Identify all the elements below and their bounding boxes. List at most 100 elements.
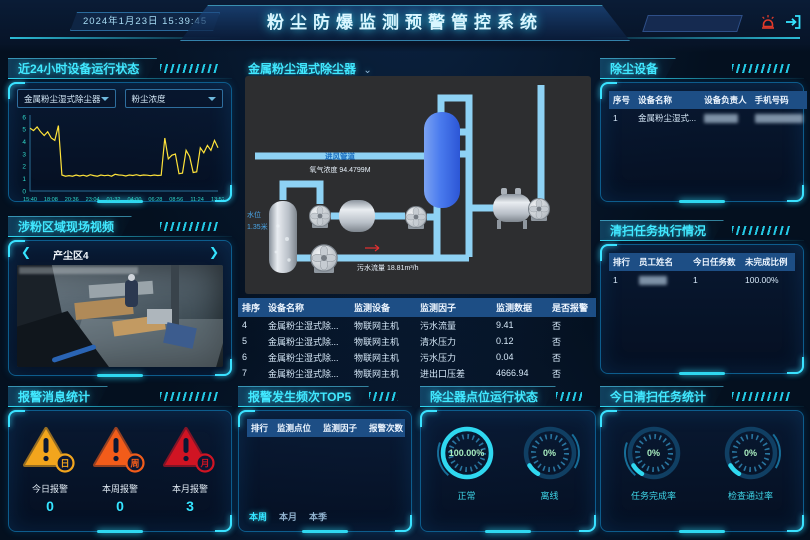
svg-text:5: 5 <box>22 127 26 134</box>
gauge-label: 离线 <box>540 491 559 501</box>
oxygen-concentration-label: 氧气浓度 94.4799M <box>309 165 370 174</box>
table-row: 4 金属粉尘湿式除... 物联网主机 污水流量 9.41 否 <box>242 320 562 331</box>
column-header: 手机号码 <box>750 91 807 109</box>
logout-icon[interactable] <box>784 13 802 31</box>
panel-title: 清扫任务执行情况 <box>600 220 724 241</box>
table-row: 5 金属粉尘湿式除... 物联网主机 清水压力 0.12 否 <box>242 336 562 347</box>
column-header: 监测点位 <box>273 419 319 437</box>
water-level-label: 水位 <box>247 210 261 219</box>
alarm-summary-row: 日 今日报警 0 周 本周报警 0 <box>15 425 225 523</box>
period-tab[interactable]: 本季 <box>309 512 328 522</box>
gauge-value: 0% <box>646 448 660 458</box>
gauge-label: 正常 <box>457 491 476 501</box>
panel-frame: 序号 设备名称 设备负责人 手机号码 1 金属粉尘湿式... <box>600 82 807 203</box>
gauge-ring <box>623 423 684 483</box>
video-shape-worker <box>125 280 138 307</box>
gauge-ring <box>519 423 580 483</box>
panel-frame: 排行 监测点位 监测因子 报警次数 本周 本月 本季 <box>238 410 412 533</box>
bottom-accent-bar <box>679 372 725 375</box>
process-diagram-svg: 进风管道 氧气浓度 94.4799M 水位 1.35米 污水流量 18.81m³… <box>247 85 550 274</box>
monitor-table-wrap: 排序 设备名称 监测设备 监测因子 监测数据 是否报警 4 金属粉尘湿式除... 物联网主机 污水… <box>238 298 596 381</box>
bottom-accent-bar <box>679 530 725 533</box>
panel-header: 报警消息统计 <box>8 386 232 407</box>
panel-title: 除尘设备 <box>600 58 676 79</box>
column-header: 是否报警 <box>548 298 596 317</box>
header-input-box[interactable] <box>642 15 743 32</box>
column-header: 设备名称 <box>634 91 701 109</box>
factor-select-value: 粉尘浓度 <box>131 93 166 104</box>
scrubber-title[interactable]: 金属粉尘湿式除尘器 ⌄ <box>248 60 372 77</box>
warning-triangle-day-icon: 日 <box>23 427 75 473</box>
factor-select[interactable]: 粉尘浓度 <box>124 89 223 108</box>
device-status-panel: 近24小时设备运行状态 金属粉尘湿式除尘器 粉尘浓度 0 1 2 3 <box>8 58 232 206</box>
column-header: 序号 <box>609 91 635 109</box>
gauge-row: 0% 任务完成率 0% 检查通过率 <box>605 421 799 525</box>
flow-direction-arrow <box>365 244 380 252</box>
bottom-accent-bar <box>97 374 143 377</box>
hatch-decoration <box>732 225 790 235</box>
clean-tasks-panel: 清扫任务执行情况 排行 员工姓名 今日任务数 未完成比例 1 1 100.00% <box>600 220 804 378</box>
hatch-decoration <box>160 391 218 401</box>
video-osd-overlay <box>19 267 139 274</box>
dust-devices-table: 序号 设备名称 设备负责人 手机号码 1 金属粉尘湿式... <box>609 91 807 126</box>
video-shape-pillar <box>171 265 179 333</box>
bottom-accent-bar <box>97 530 143 533</box>
column-header: 监测设备 <box>350 298 416 317</box>
alarm-item-month: 月 本月报警 3 <box>158 425 222 523</box>
gauge-value: 0% <box>743 448 757 458</box>
gauge-value: 100.00% <box>448 448 485 458</box>
column-header: 监测因子 <box>416 298 492 317</box>
gauge-row: 100.00% 正常 0% 离线 <box>425 421 591 525</box>
column-header: 员工姓名 <box>635 253 689 271</box>
redacted-text <box>704 113 739 123</box>
panel-header: 今日清扫任务统计 <box>600 386 804 407</box>
alarm-siren-icon[interactable] <box>759 13 777 31</box>
alarm-label: 本月报警 <box>171 484 208 494</box>
panel-frame: 0% 任务完成率 0% 检查通过率 <box>600 410 804 533</box>
scrubber-title-text: 金属粉尘湿式除尘器 <box>248 62 357 76</box>
title-underline <box>600 406 804 407</box>
alarm-item-week: 周 本周报警 0 <box>88 425 152 523</box>
water-tank <box>269 201 297 273</box>
title-underline <box>238 406 412 407</box>
water-level-value: 1.35米 <box>247 222 268 231</box>
table-header-row: 序号 设备名称 设备负责人 手机号码 <box>609 91 807 109</box>
carousel-prev-icon[interactable]: ❮ <box>21 245 32 259</box>
collector-status-panel: 除尘器点位运行状态 100.00% 正常 <box>420 386 596 536</box>
panel-header: 清扫任务执行情况 <box>600 220 804 241</box>
alarm-count: 0 <box>116 498 124 514</box>
period-tab[interactable]: 本周 <box>249 512 268 522</box>
camera-label: 产尘区4 <box>53 251 89 262</box>
device-select[interactable]: 金属粉尘湿式除尘器 <box>17 89 116 108</box>
svg-text:11:24: 11:24 <box>190 197 204 203</box>
alarm-count: 3 <box>186 498 194 514</box>
svg-text:月: 月 <box>199 459 209 469</box>
video-shape-table <box>88 280 154 299</box>
gauge-label: 任务完成率 <box>630 491 676 501</box>
svg-text:13:52: 13:52 <box>211 197 224 203</box>
pump <box>310 244 338 274</box>
column-header: 排行 <box>247 419 273 437</box>
video-panel: 涉粉区域现场视频 ❮ 产尘区4 ❯ <box>8 216 232 380</box>
panel-header: 除尘设备 <box>600 58 804 79</box>
hatch-decoration <box>556 391 582 401</box>
panel-header: 近24小时设备运行状态 <box>8 58 232 79</box>
period-tab[interactable]: 本月 <box>279 512 298 522</box>
hatch-decoration <box>160 221 218 231</box>
table-row: 6 金属粉尘湿式除... 物联网主机 污水压力 0.04 否 <box>242 352 562 363</box>
panel-header: 除尘器点位运行状态 <box>420 386 596 407</box>
camera-carousel: ❮ 产尘区4 ❯ <box>17 245 223 263</box>
svg-text:08:56: 08:56 <box>169 197 183 203</box>
horizontal-vessel <box>339 200 375 232</box>
gauge-label: 检查通过率 <box>727 491 773 501</box>
svg-text:4: 4 <box>22 139 26 146</box>
dust-devices-panel: 除尘设备 序号 设备名称 设备负责人 手机号码 1 金属粉尘湿式... <box>600 58 807 206</box>
panel-frame: 日 今日报警 0 周 本周报警 0 <box>8 410 232 533</box>
pump <box>405 206 427 230</box>
table-header-row: 排行 员工姓名 今日任务数 未完成比例 <box>609 253 795 271</box>
panel-title: 今日清扫任务统计 <box>600 386 724 407</box>
svg-text:周: 周 <box>130 459 139 469</box>
carousel-next-icon[interactable]: ❯ <box>208 245 219 259</box>
cctv-video-feed[interactable] <box>17 265 223 367</box>
column-header: 监测因子 <box>319 419 365 437</box>
